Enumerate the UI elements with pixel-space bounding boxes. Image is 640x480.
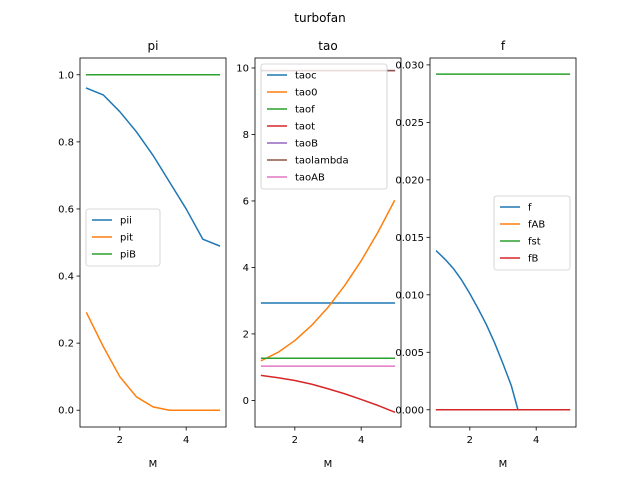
y-tick-label: 0.6: [58, 204, 74, 215]
y-tick-label: 1.0: [58, 70, 74, 81]
subplot-title: pi: [148, 39, 159, 53]
y-tick-label: 0.0: [58, 406, 74, 417]
legend-label: fB: [528, 254, 539, 265]
x-tick-label: 2: [117, 435, 123, 446]
legend-box: [260, 63, 388, 190]
legend-label: taoB: [295, 139, 318, 150]
subplot-title: tao: [318, 39, 337, 53]
axes-frame: [79, 57, 227, 428]
y-tick-label: 0.005: [395, 348, 424, 359]
series-lines: [85, 74, 221, 411]
x-tick-label: 2: [467, 435, 473, 446]
series-lines: [435, 73, 571, 411]
y-tick-label: 0.030: [395, 60, 424, 71]
legend: pii pit piB: [85, 208, 161, 267]
x-tick-label: 4: [358, 435, 364, 446]
x-tick-label: 2: [292, 435, 298, 446]
x-axis-label: M: [149, 459, 158, 470]
y-tick-label: 0.4: [58, 272, 74, 283]
legend-label: pii: [120, 216, 132, 227]
series-line-tao0: [260, 199, 396, 362]
y-tick-label: 0.020: [395, 175, 424, 186]
legend-label: f: [528, 203, 532, 214]
y-tick-label: 0.000: [395, 405, 424, 416]
legend-label: tao0: [295, 88, 318, 99]
y-tick-label: 0.010: [395, 290, 424, 301]
y-tick-label: 0.025: [395, 118, 424, 129]
series-line-taot: [260, 374, 396, 414]
y-tick-label: 0.015: [395, 233, 424, 244]
axes-frame: [254, 57, 402, 428]
legend-label: pit: [120, 233, 133, 244]
legend: f fAB fst fB: [493, 195, 571, 271]
y-tick-label: 10: [236, 63, 249, 74]
y-tick-label: 0.2: [58, 339, 74, 350]
axes-frame: [429, 57, 577, 428]
legend-label: taoc: [295, 71, 317, 82]
series-line-pit: [85, 311, 221, 411]
legend-label: piB: [120, 250, 136, 261]
y-tick-label: 4: [243, 263, 249, 274]
legend-label: taoAB: [295, 173, 325, 184]
legend-box: [85, 208, 161, 267]
legend-label: fAB: [528, 220, 545, 231]
figure-suptitle: turbofan: [294, 11, 345, 25]
x-tick-label: 4: [533, 435, 539, 446]
legend-label: taolambda: [295, 156, 349, 167]
y-tick-label: 0: [243, 396, 249, 407]
subplot-title: f: [501, 39, 506, 53]
subplot-3: f 2 4 0.000 0.005 0.010 0.015 0.020 0.025 0.030 Mf…: [395, 39, 577, 470]
legend-label: taot: [295, 122, 315, 133]
x-tick-label: 4: [183, 435, 189, 446]
legend-label: taof: [295, 105, 315, 116]
legend-box: [493, 195, 571, 271]
y-tick-label: 2: [243, 329, 249, 340]
y-tick-label: 8: [243, 130, 249, 141]
y-tick-label: 6: [243, 196, 249, 207]
legend: taoc tao0 taof taot taoB taolambda taoAB: [260, 63, 388, 190]
series-line-pii: [85, 87, 221, 247]
legend-label: fst: [528, 237, 541, 248]
y-tick-label: 0.8: [58, 137, 74, 148]
x-axis-label: M: [324, 459, 333, 470]
x-axis-label: M: [499, 459, 508, 470]
